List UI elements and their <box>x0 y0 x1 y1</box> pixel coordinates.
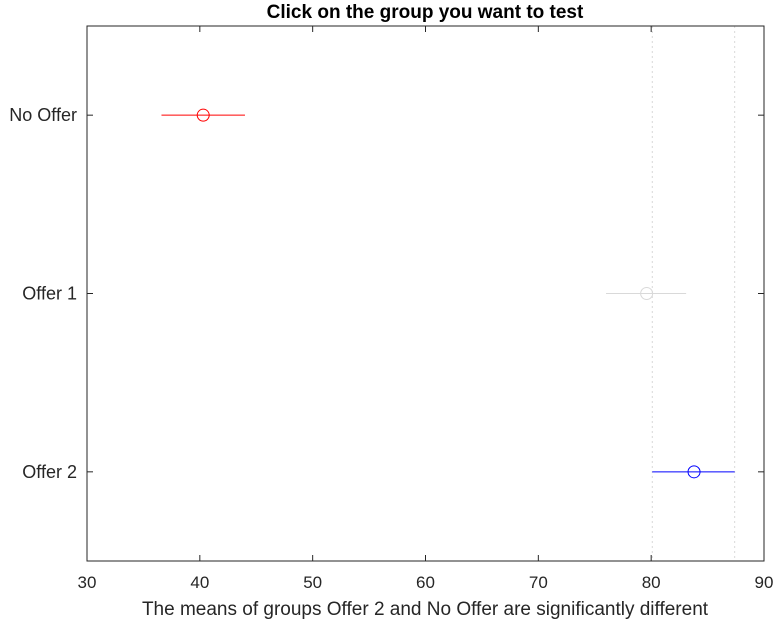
group-label[interactable]: No Offer <box>9 105 77 125</box>
x-tick-label: 80 <box>642 573 661 592</box>
group-row[interactable]: Offer 2 <box>22 462 764 482</box>
group-label[interactable]: Offer 2 <box>22 462 77 482</box>
x-tick-label: 70 <box>529 573 548 592</box>
x-axis-label: The means of groups Offer 2 and No Offer… <box>142 599 709 620</box>
x-axis: 30 40 50 60 70 80 90 <box>78 26 774 592</box>
x-tick-label: 30 <box>78 573 97 592</box>
group-row[interactable]: No Offer <box>9 105 764 125</box>
group-markers: No Offer Offer 1 Offer 2 <box>9 105 764 482</box>
group-row[interactable]: Offer 1 <box>22 284 764 304</box>
group-mean-marker[interactable] <box>687 465 701 479</box>
group-mean-marker[interactable] <box>640 287 654 300</box>
x-tick-label: 90 <box>755 573 774 592</box>
chart-title: Click on the group you want to test <box>267 2 584 23</box>
x-tick-label: 40 <box>190 573 209 592</box>
x-tick-label: 60 <box>416 573 435 592</box>
group-mean-marker[interactable] <box>196 108 210 122</box>
group-label[interactable]: Offer 1 <box>22 284 77 304</box>
x-tick-label: 50 <box>303 573 322 592</box>
